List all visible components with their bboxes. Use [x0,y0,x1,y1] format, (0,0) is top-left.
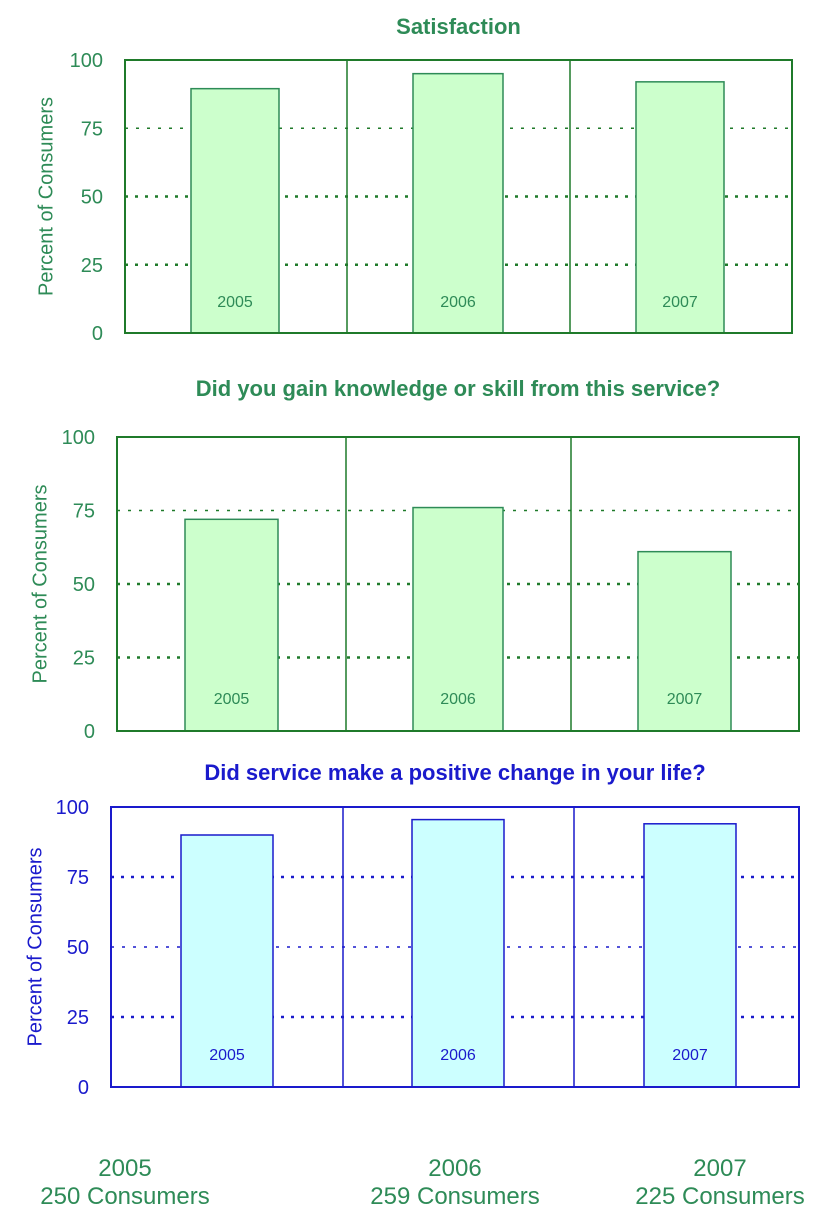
y-tick-label: 50 [67,937,89,959]
bar-2007 [635,81,725,334]
footer-count: 225 Consumers [635,1183,805,1210]
chart-panel: Satisfaction Percent of Consumers 2005 2006… [35,14,793,345]
y-tick-label: 50 [81,187,103,209]
category-label: 2006 [440,691,476,708]
footer-group-2006: 2006 259 Consumers [355,1155,555,1211]
plot-frame [124,59,793,334]
category-label: 2007 [667,691,703,708]
category-label: 2007 [662,294,698,311]
chart-title: Satisfaction [396,14,521,39]
y-axis-label: Percent of Consumers [24,848,46,1047]
footer-year: 2005 [98,1155,152,1182]
plot-frame [110,806,800,1088]
y-tick-label: 75 [67,867,89,889]
footer-year: 2006 [428,1155,482,1182]
category-label: 2005 [209,1047,245,1064]
category-label: 2005 [217,294,253,311]
chart-panel: Did service make a positive change in yo… [24,760,800,1099]
category-label: 2006 [440,294,476,311]
y-tick-label: 25 [81,255,103,277]
y-tick-label: 25 [73,648,95,670]
consumer-count-footer: 2005 250 Consumers 2006 259 Consumers 20… [0,1155,825,1213]
y-tick-label: 100 [70,50,103,72]
footer-group-2005: 2005 250 Consumers [25,1155,225,1211]
bar-2005 [190,87,280,334]
y-tick-label: 75 [81,118,103,140]
category-label: 2005 [214,691,250,708]
y-tick-label: 0 [92,323,103,345]
footer-year: 2007 [693,1155,747,1182]
category-label: 2007 [672,1047,708,1064]
bar-2005 [180,834,274,1088]
footer-count: 250 Consumers [40,1183,210,1210]
chart-title: Did service make a positive change in yo… [204,760,705,785]
plot-frame [116,436,800,732]
y-axis-label: Percent of Consumers [29,485,51,684]
y-tick-label: 0 [78,1077,89,1099]
y-tick-label: 50 [73,574,95,596]
bar-2007 [643,823,737,1088]
y-axis-label: Percent of Consumers [35,97,57,296]
bar-2007 [637,550,732,732]
y-tick-label: 75 [73,501,95,523]
bar-2006 [411,818,505,1088]
chart-title: Did you gain knowledge or skill from thi… [196,376,720,401]
category-label: 2006 [440,1047,476,1064]
y-tick-label: 0 [84,721,95,743]
chart-panel: Did you gain knowledge or skill from thi… [29,376,800,743]
y-tick-label: 25 [67,1007,89,1029]
y-tick-label: 100 [62,427,95,449]
bar-2006 [412,72,504,334]
y-tick-label: 100 [56,797,89,819]
footer-group-2007: 2007 225 Consumers [620,1155,820,1211]
footer-count: 259 Consumers [370,1183,540,1210]
